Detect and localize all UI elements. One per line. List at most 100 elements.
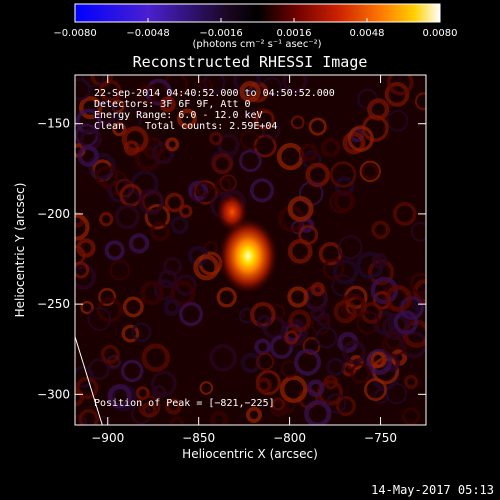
texture-blob [287,238,313,264]
colorbar-unit-label: (photons cm⁻² s⁻¹ asec⁻²) [192,39,321,50]
texture-blob [137,84,158,105]
x-tick-label: −900 [91,431,124,445]
texture-blob [414,92,426,111]
texture-blob [333,299,358,324]
texture-blob [253,108,275,130]
texture-blob [332,259,358,285]
colorbar-tick-label: −0.0080 [53,28,96,39]
texture-blob [140,280,165,305]
x-axis-label: Heliocentric X (arcsec) [182,447,318,461]
texture-blob [188,180,209,201]
texture-blob [208,131,223,146]
texture-blob [239,149,262,173]
texture-blob [404,374,419,390]
texture-blob [239,130,260,150]
texture-blob [350,363,371,384]
y-tick-label: −200 [37,207,70,221]
texture-blob [402,407,420,425]
texture-blob [255,377,272,394]
annotation-time-range: 22-Sep-2014 04:40:52.000 to 04:50:52.000 [94,88,335,99]
texture-blob [393,310,419,335]
annotation-peak-position: Position of Peak = [−821,−225] [94,398,275,409]
texture-blob [370,351,387,368]
y-tick-label: −250 [37,297,70,311]
texture-blob [165,137,180,152]
colorbar-tick-label: −0.0016 [199,28,242,39]
texture-blob [209,410,229,425]
texture-blob [342,131,366,155]
colorbar: −0.0080 −0.0048 −0.0016 0.0016 0.0048 0.0080 … [53,3,458,50]
texture-blob [410,221,426,242]
footer-timestamp: 14-May-2017 05:13 [371,483,494,497]
texture-blob [288,309,312,333]
texture-blob [104,240,125,261]
texture-blob [298,224,319,245]
texture-blob [131,322,152,343]
texture-blob [199,78,213,93]
colorbar-tick-label: 0.0080 [423,28,458,39]
texture-blob [409,272,426,295]
texture-blob [170,416,184,425]
texture-blob [256,352,275,371]
axis-ticks: −900 −850 −800 −750 −150 −200 −250 −300 [37,75,426,445]
colorbar-tick-label: 0.0048 [350,28,385,39]
texture-blob [287,286,309,308]
texture-blob [294,348,322,376]
texture-blob [371,252,388,269]
annotation-clean: Clean [94,121,124,132]
texture-blob [115,178,135,198]
x-tick-label: −850 [182,431,215,445]
texture-blob [163,298,181,317]
texture-blob [137,188,165,216]
plot-area: −900 −850 −800 −750 −150 −200 −250 −300 22-Sep-… [37,74,427,445]
texture-blob [338,234,363,260]
texture-blob [170,281,196,307]
texture-blob [144,203,171,230]
texture-blob [386,109,409,132]
texture-blob [128,233,150,254]
y-tick-label: −300 [37,387,70,401]
texture-blob [178,204,193,218]
annotation-detectors: Detectors: 3F 6F 9F, Att 0 [94,99,251,110]
texture-blob [386,75,414,96]
texture-blob [217,133,240,157]
texture-blob [87,307,112,332]
texture-blob [359,160,381,183]
texture-blob [326,357,345,377]
texture-blob [392,201,417,226]
texture-blob [78,409,99,425]
texture-blob [193,254,220,281]
texture-blob [287,195,314,222]
annotation-total-counts: Total counts: 2.59E+04 [145,121,277,132]
colorbar-gradient [74,3,441,23]
peak-emission [218,218,278,294]
texture-blob [269,398,289,418]
y-tick-label: −150 [37,117,70,131]
texture-blob [245,406,263,423]
texture-blob [233,75,261,94]
texture-blob [347,125,374,152]
texture-blob [211,153,233,175]
texture-blob [385,382,408,405]
texture-blob [385,285,413,312]
texture-blob [112,122,127,137]
texture-blob [99,79,122,103]
texture-blob [364,378,387,401]
texture-blob [199,381,214,395]
texture-blob [239,80,261,103]
texture-blob [77,145,99,167]
texture-blob [334,190,356,212]
texture-blob [75,264,97,291]
texture-blob [245,110,262,126]
texture-blob [209,343,237,372]
texture-blob [325,393,347,414]
texture-blob [299,143,318,162]
texture-blob [342,340,367,365]
texture-blob [250,302,276,328]
texture-blob [76,238,96,258]
texture-blob [329,161,357,188]
texture-blob [159,96,176,113]
y-axis-label: Heliocentric Y (arcsec) [13,183,27,318]
source-emission [216,192,278,294]
